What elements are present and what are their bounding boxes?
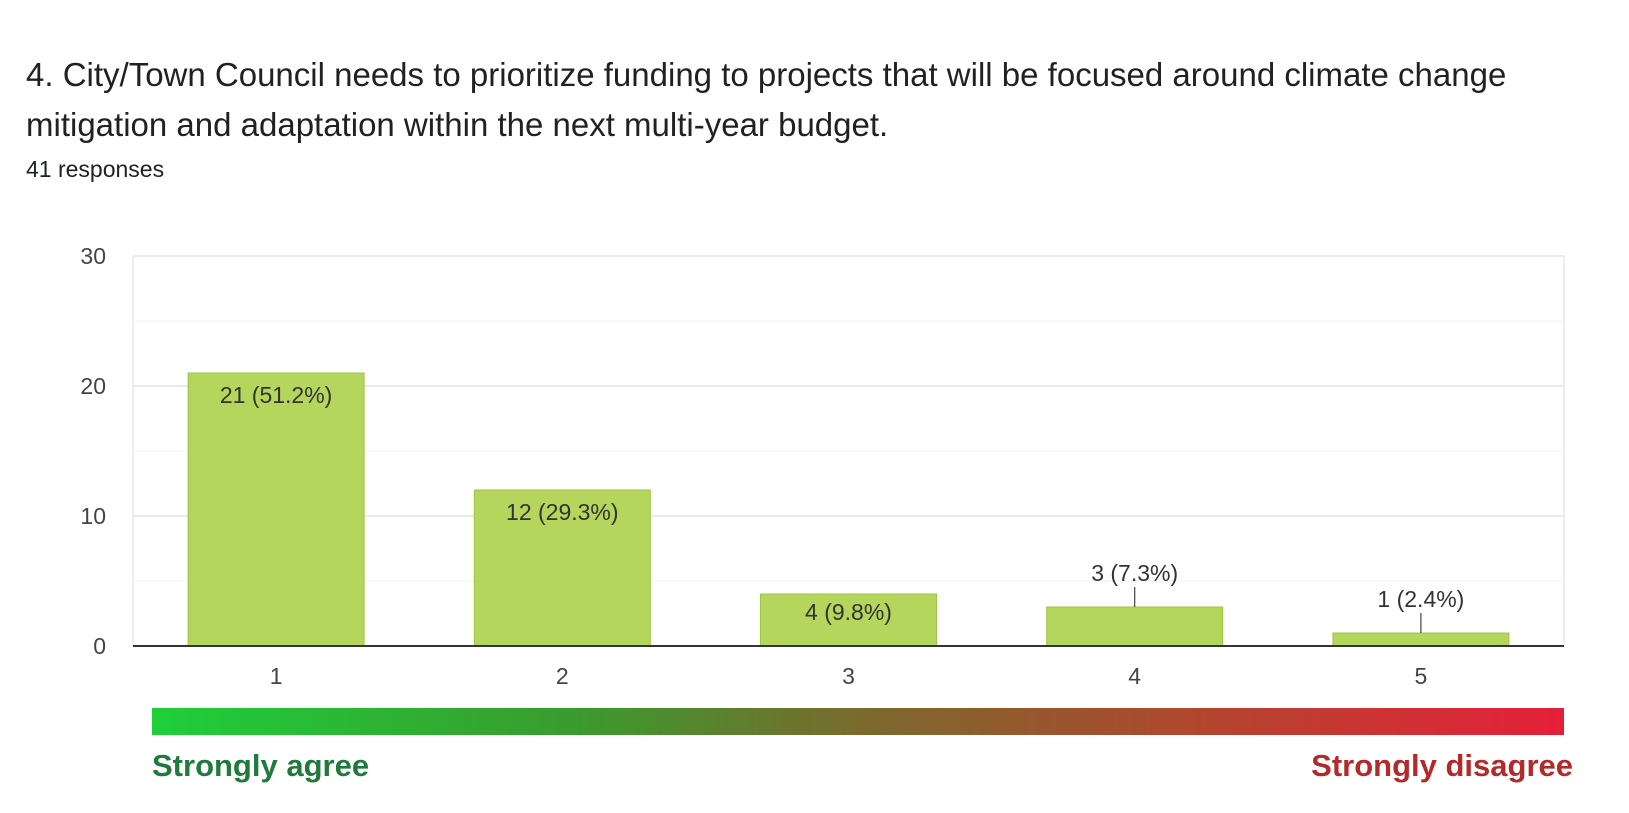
bar-1 [187,372,365,647]
strongly-agree-label: Strongly agree [152,748,370,783]
data-label: 12 (29.3%) [506,499,619,525]
bar-2 [473,489,651,647]
agreement-gradient-bar [152,708,1564,735]
bar-5 [1332,632,1510,647]
data-label: 1 (2.4%) [1377,586,1464,612]
x-tick-label: 2 [556,663,569,689]
y-tick-label: 20 [80,373,106,399]
y-tick-label: 30 [80,243,106,269]
y-tick-label: 10 [80,503,106,529]
x-tick-label: 1 [270,663,283,689]
strongly-disagree-label: Strongly disagree [1311,748,1573,783]
bar-3 [760,593,937,647]
x-tick-label: 5 [1415,663,1428,689]
x-tick-label: 3 [842,663,855,689]
data-label: 3 (7.3%) [1091,560,1178,586]
y-tick-label: 0 [93,633,106,659]
bar-4 [1046,606,1224,647]
data-label: 21 (51.2%) [220,382,333,408]
question-title: 4. City/Town Council needs to prioritize… [26,56,1507,143]
data-label: 4 (9.8%) [805,599,892,625]
bar-chart: 0 10 20 30 21 (51.2%) 12 (29.3%) 4 (9.8%) 3 (7… [80,243,1565,689]
response-count: 41 responses [26,156,165,182]
x-tick-label: 4 [1128,663,1141,689]
